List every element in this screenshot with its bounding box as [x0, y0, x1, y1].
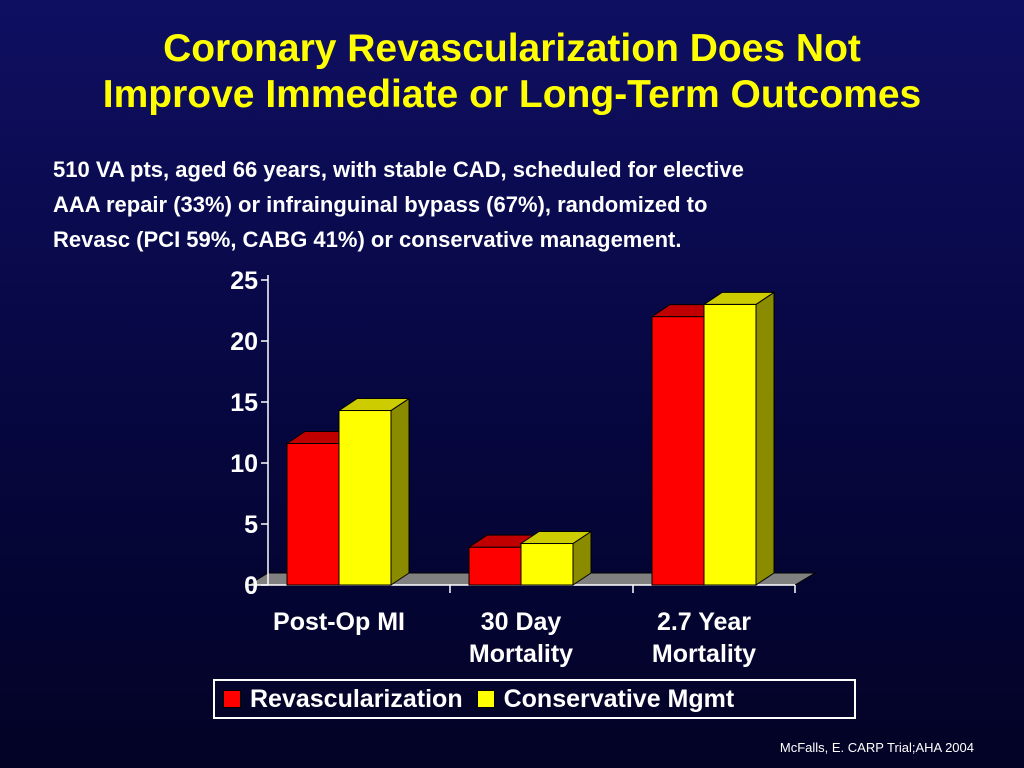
slide-title: Coronary Revascularization Does Not Impr…: [0, 26, 1024, 118]
bar-conservative-mgmt-1: [519, 530, 593, 586]
legend-swatch-revascularization: [223, 690, 241, 708]
bar-chart: 0 5 10 15 20 25 Post-Op MI 30 Day Mortality 2.7 Y…: [230, 267, 817, 668]
study-description: 510 VA pts, aged 66 years, with stable C…: [53, 152, 1013, 257]
slide-title-line-2: Improve Immediate or Long-Term Outcomes: [102, 73, 922, 116]
x-category-label: Mortality: [652, 640, 756, 668]
legend-item-revascularization: Revascularization: [223, 685, 463, 714]
slide-title-line-1: Coronary Revascularization Does Not: [163, 27, 861, 70]
y-tick-label: 20: [230, 328, 258, 356]
bar-front: [338, 410, 392, 586]
bar-front: [703, 303, 757, 586]
legend-label-conservative-mgmt: Conservative Mgmt: [503, 684, 735, 713]
x-category-label: 30 Day: [481, 608, 562, 636]
x-category-label: Post-Op MI: [273, 608, 405, 636]
bar-side: [390, 397, 410, 586]
bar-front: [468, 546, 522, 586]
study-description-line-1: 510 VA pts, aged 66 years, with stable C…: [53, 157, 744, 182]
legend-swatch-conservative-mgmt: [476, 690, 495, 708]
bar-front: [520, 543, 574, 586]
bar-front: [286, 442, 340, 586]
bar-conservative-mgmt-2: [702, 291, 776, 586]
chart-legend: Revascularization Conservative Mgmt: [213, 679, 856, 719]
bar-top: [519, 531, 593, 545]
y-tick-label: 0: [244, 572, 258, 600]
bar-front: [651, 316, 705, 586]
bar-side: [755, 291, 775, 586]
citation: McFalls, E. CARP Trial;AHA 2004: [779, 740, 974, 755]
study-description-line-3: Revasc (PCI 59%, CABG 41%) or conservati…: [53, 227, 682, 252]
bar-conservative-mgmt-0: [337, 397, 411, 586]
legend-item-conservative-mgmt: Conservative Mgmt: [476, 684, 735, 714]
x-category-label: Mortality: [469, 640, 573, 668]
y-tick-label: 5: [244, 511, 258, 539]
study-description-line-2: AAA repair (33%) or infrainguinal bypass…: [53, 192, 708, 217]
y-tick-label: 10: [230, 450, 258, 478]
bar-top: [702, 291, 776, 305]
x-category-label: 2.7 Year: [657, 608, 751, 636]
y-tick-label: 25: [230, 267, 258, 295]
y-tick-label: 15: [230, 389, 258, 417]
legend-label-revascularization: Revascularization: [250, 684, 463, 713]
bar-top: [337, 398, 411, 412]
